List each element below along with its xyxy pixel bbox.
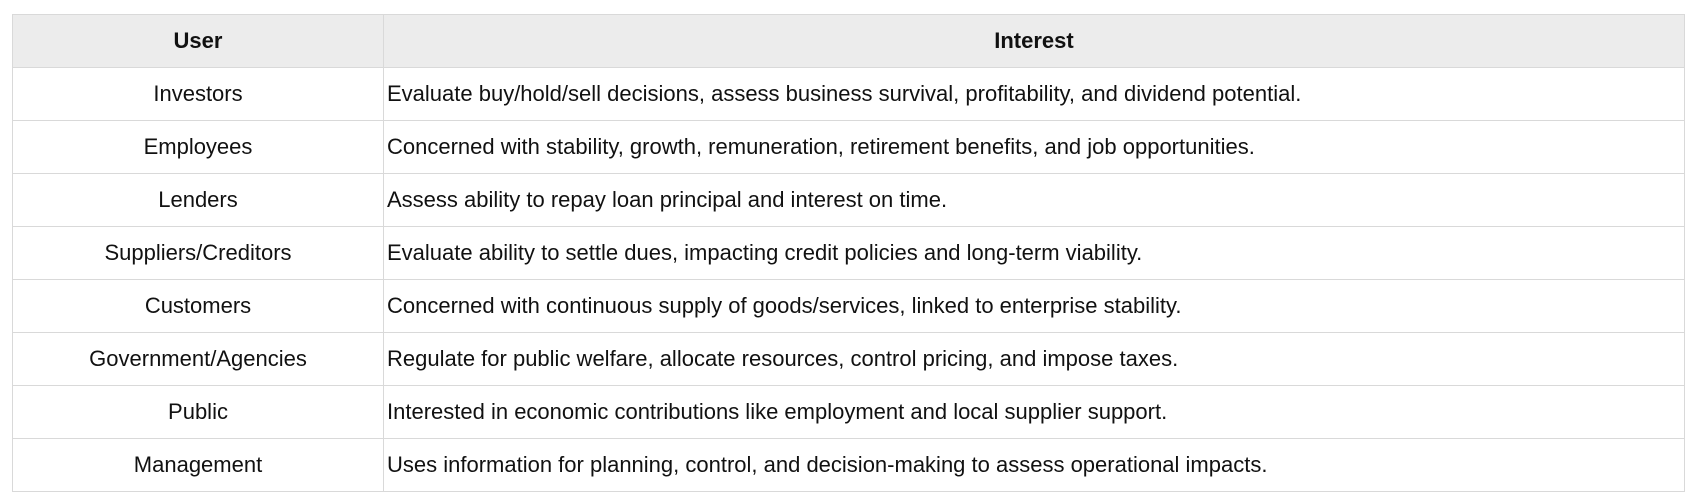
interest-cell: Regulate for public welfare, allocate re… [383,332,1685,386]
table-row: Public Interested in economic contributio… [12,385,1685,439]
user-cell: Customers [12,279,384,333]
interest-cell: Concerned with stability, growth, remune… [383,120,1685,174]
table-row: Employees Concerned with stability, growt… [12,120,1685,174]
table-row: Lenders Assess ability to repay loan prin… [12,173,1685,227]
users-interest-table: User Interest Investors Evaluate buy/hold… [12,14,1685,492]
user-cell: Employees [12,120,384,174]
user-cell: Management [12,438,384,492]
interest-cell: Assess ability to repay loan principal a… [383,173,1685,227]
user-cell: Government/Agencies [12,332,384,386]
interest-cell: Concerned with continuous supply of good… [383,279,1685,333]
table-row: Customers Concerned with continuous suppl… [12,279,1685,333]
interest-cell: Evaluate ability to settle dues, impacti… [383,226,1685,280]
header-row: User Interest [12,14,1685,68]
table-row: Suppliers/Creditors Evaluate ability to s… [12,226,1685,280]
user-cell: Lenders [12,173,384,227]
table-row: Government/Agencies Regulate for public w… [12,332,1685,386]
interest-cell: Evaluate buy/hold/sell decisions, assess… [383,67,1685,121]
table-row: Investors Evaluate buy/hold/sell decision… [12,67,1685,121]
user-cell: Investors [12,67,384,121]
user-cell: Public [12,385,384,439]
header-user: User [12,14,384,68]
header-interest: Interest [383,14,1685,68]
table-row: Management Uses information for planning,… [12,438,1685,492]
interest-cell: Interested in economic contributions lik… [383,385,1685,439]
interest-cell: Uses information for planning, control, … [383,438,1685,492]
user-cell: Suppliers/Creditors [12,226,384,280]
